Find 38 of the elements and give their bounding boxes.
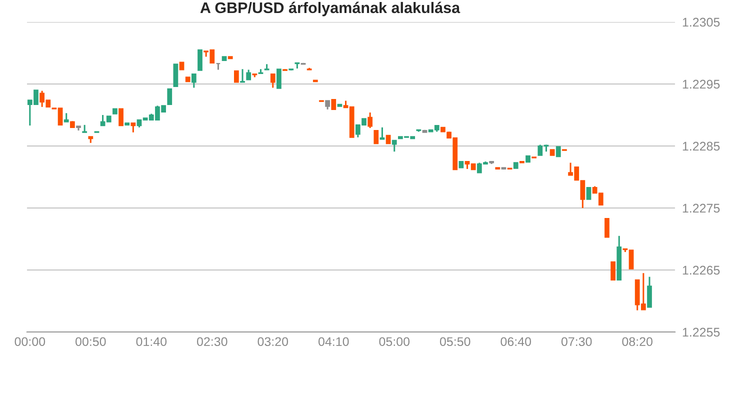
candlestick (276, 68, 282, 89)
candlestick (392, 140, 397, 152)
candlestick (604, 218, 610, 238)
x-tick-label: 08:20 (622, 337, 652, 346)
chart-title: A GBP/USD árfolyamának alakulása (200, 2, 460, 16)
x-tick-label: 07:30 (561, 337, 592, 346)
candlestick (234, 70, 239, 83)
x-tick-label: 02:30 (196, 337, 228, 346)
x-tick-label: 00:00 (14, 337, 46, 346)
candlestick (246, 68, 252, 80)
x-tick-label: 05:00 (379, 337, 410, 346)
y-tick-label: 1.2305 (682, 18, 720, 27)
x-tick-label: 00:50 (76, 337, 106, 346)
candlestick (173, 64, 178, 88)
y-tick-label: 1.2295 (682, 80, 720, 89)
candlestick (191, 73, 196, 88)
y-tick-label: 1.2255 (682, 328, 720, 337)
candlestick (118, 108, 124, 126)
candlestick (331, 98, 336, 110)
candlestick (374, 130, 379, 144)
candlestick (130, 122, 136, 134)
candlestick (610, 261, 616, 280)
y-tick-label: 1.2265 (682, 266, 720, 275)
x-tick-label: 03:20 (258, 337, 288, 346)
y-tick-label: 1.2285 (682, 142, 720, 151)
x-tick-label: 04:10 (318, 337, 349, 346)
x-tick-label: 06:40 (500, 337, 532, 346)
candlestick (647, 276, 652, 308)
candlestick (167, 88, 172, 106)
candlestick (368, 112, 373, 129)
candlestick (198, 49, 202, 71)
candlestick (270, 73, 276, 88)
x-tick-label: 05:50 (440, 337, 470, 346)
candlestick (556, 146, 561, 158)
candlestick (586, 186, 592, 200)
y-tick-label: 1.2275 (682, 204, 720, 213)
x-tick-label: 01:40 (136, 337, 167, 346)
candlestick (240, 68, 245, 83)
